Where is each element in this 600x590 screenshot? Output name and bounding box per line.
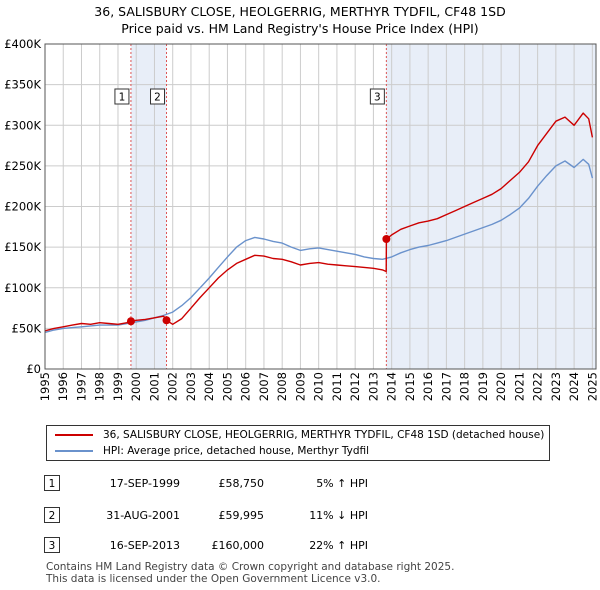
y-tick-label: £0 [26,362,41,376]
x-tick-label: 2005 [220,372,234,401]
x-tick-label: 2016 [421,372,435,401]
x-tick-label: 2021 [512,372,526,401]
legend: 36, SALISBURY CLOSE, HEOLGERRIG, MERTHYR… [46,425,550,461]
sale-date: 16-SEP-2013 [109,539,180,552]
sale-label-box [150,88,166,105]
x-tick-label: 2001 [147,372,161,401]
sale-price: £58,750 [218,477,265,490]
x-tick-label: 2008 [275,372,289,401]
legend-item-hpi: HPI: Average price, detached house, Mert… [55,443,369,459]
x-tick-label: 2020 [494,372,508,401]
x-tick-label: 2024 [567,372,581,401]
x-tick-label: 1995 [38,372,52,401]
x-tick-label: 2022 [531,372,545,401]
sale-label: 2 [154,92,161,104]
x-tick-label: 2011 [330,372,344,401]
footer: Contains HM Land Registry data © Crown c… [46,561,454,585]
x-tick-label: 2019 [476,372,490,401]
y-tick-label: £300K [4,118,41,132]
y-tick-label: £350K [4,78,41,92]
legend-label-hpi: HPI: Average price, detached house, Mert… [103,445,370,457]
sale-hpi-diff: 11% ↓ HPI [309,509,368,522]
sale-date: 31-AUG-2001 [106,509,180,522]
y-tick-label: £250K [4,159,41,173]
x-tick-label: 2017 [439,372,453,401]
y-tick-label: £200K [4,200,41,214]
title-line-1: 36, SALISBURY CLOSE, HEOLGERRIG, MERTHYR… [94,4,506,19]
x-tick-label: 2012 [348,372,362,401]
footer-line-1: Contains HM Land Registry data © Crown c… [46,561,455,573]
x-tick-label: 2023 [549,372,563,401]
x-tick-label: 2009 [293,372,307,401]
sale-row: 1 17-SEP-1999 £58,750 5% ↑ HPI [0,474,600,494]
price-chart: 1 2 3 £0 £50K £100K £150K £200K £250K £300K £350K £… [4,37,599,401]
sale-label: 1 [119,92,126,104]
series-line-property [44,112,594,332]
sale-hpi-diff: 22% ↑ HPI [309,539,368,552]
sale-label: 3 [374,92,381,104]
y-tick-label: £100K [4,281,41,295]
legend-label-property: 36, SALISBURY CLOSE, HEOLGERRIG, MERTHYR… [103,429,545,441]
footer-line-2: This data is licensed under the Open Gov… [46,573,381,585]
sale-number-badge: 2 [44,507,60,523]
x-tick-label: 2025 [585,372,599,401]
x-tick-label: 1997 [74,372,88,401]
x-tick-label: 1998 [93,372,107,401]
x-tick-label: 2003 [184,372,198,401]
sale-hpi-diff: 5% ↑ HPI [316,477,368,490]
x-tick-label: 2007 [257,372,271,401]
sale-point [382,235,391,243]
legend-item-property: 36, SALISBURY CLOSE, HEOLGERRIG, MERTHYR… [55,427,544,443]
y-tick-label: £150K [4,240,41,254]
sale-label-box [369,88,385,105]
x-tick-label: 2002 [166,372,180,401]
sale-point [126,317,135,326]
sale-row: 3 16-SEP-2013 £160,000 22% ↑ HPI [0,536,600,556]
sale-number-badge: 1 [44,475,60,491]
x-tick-label: 2018 [458,372,472,401]
x-tick-label: 1999 [111,372,125,401]
x-tick-label: 2013 [366,372,380,401]
sale-price: £59,995 [218,509,265,522]
sale-label-box [114,88,130,105]
sale-row: 2 31-AUG-2001 £59,995 11% ↓ HPI [0,506,600,526]
title-line-2: Price paid vs. HM Land Registry's House … [121,21,479,36]
legend-swatch-hpi [55,450,93,452]
sale-number-badge: 3 [44,537,60,553]
sale-price: £160,000 [211,539,265,552]
series-line-hpi [44,158,594,334]
sale-date: 17-SEP-1999 [109,477,180,490]
x-tick-label: 2004 [202,372,216,401]
chart-title: 36, SALISBURY CLOSE, HEOLGERRIG, MERTHYR… [0,3,600,37]
x-tick-label: 1996 [56,372,70,401]
legend-swatch-property [55,434,93,436]
plot-frame [44,43,597,370]
x-tick-label: 2014 [385,372,399,401]
y-tick-label: £400K [4,37,41,51]
x-tick-label: 2015 [403,372,417,401]
y-tick-label: £50K [12,321,42,335]
x-tick-label: 2000 [129,372,143,401]
x-tick-label: 2010 [312,372,326,401]
x-tick-label: 2006 [239,372,253,401]
sale-point [162,316,171,325]
